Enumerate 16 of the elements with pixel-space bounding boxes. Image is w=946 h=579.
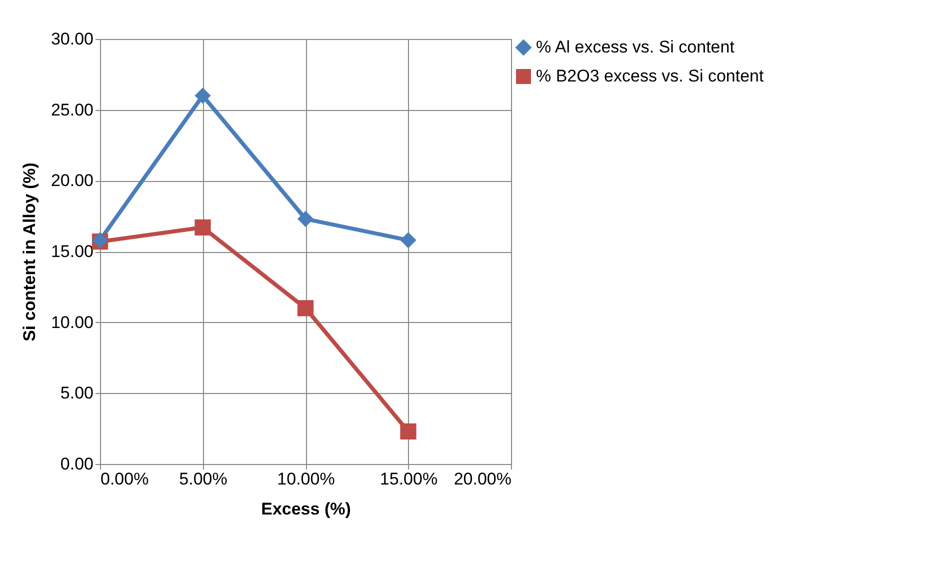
x-tick-label: 10.00% [277,470,335,488]
y-tick-label: 25.00 [50,100,94,120]
y-tick-label: 30.00 [50,30,94,48]
x-tick-label: 20.00% [454,470,512,488]
x-tick-label: 5.00% [179,470,228,488]
legend-label: % B2O3 excess vs. Si content [536,66,764,86]
y-tick-label: 0.00 [60,454,94,474]
y-tick-label: 10.00 [50,312,94,332]
x-tick-label: 15.00% [380,470,438,488]
legend-label: % Al excess vs. Si content [536,38,735,56]
y-tick-label: 5.00 [60,384,94,403]
x-axis-title: Excess (%) [261,500,351,518]
y-axis-title: Si content in Alloy (%) [20,162,39,342]
x-tick-label: 0.00% [100,470,149,488]
y-tick-label: 15.00 [50,242,94,261]
y-tick-label: 20.00 [50,171,94,190]
